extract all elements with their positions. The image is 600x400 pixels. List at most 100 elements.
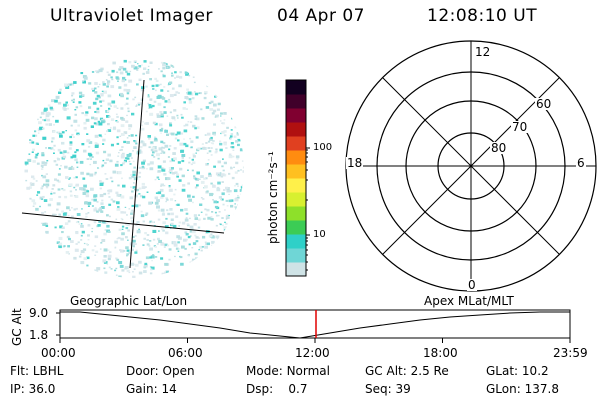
uv-pixel [43, 163, 47, 166]
uv-pixel [125, 102, 129, 105]
uv-pixel [139, 149, 142, 152]
uv-pixel [56, 157, 59, 159]
uv-pixel [45, 147, 47, 149]
uv-pixel [175, 91, 179, 94]
uv-pixel [162, 74, 166, 78]
uv-pixel [140, 140, 144, 143]
uv-pixel [80, 239, 83, 241]
uv-pixel [30, 140, 33, 142]
uv-pixel [188, 74, 191, 77]
uv-pixel [176, 175, 179, 178]
uv-pixel [79, 160, 84, 164]
uv-pixel [119, 149, 122, 151]
uv-pixel [172, 241, 177, 245]
uv-pixel [188, 101, 193, 104]
uv-pixel [161, 97, 166, 100]
uv-pixel [112, 170, 117, 174]
uv-pixel [161, 228, 164, 231]
uv-pixel [230, 142, 234, 145]
uv-pixel [185, 108, 188, 110]
uv-pixel [223, 119, 226, 121]
uv-pixel [100, 105, 103, 107]
uv-pixel [58, 213, 61, 216]
uv-pixel [160, 89, 164, 92]
uv-pixel [74, 129, 78, 132]
uv-pixel [140, 88, 145, 92]
mlt-label-midnight: 0 [467, 278, 477, 292]
status-gain-value: 14 [161, 382, 177, 396]
uv-pixel [99, 194, 104, 198]
altitude-curve [60, 311, 570, 339]
uv-pixel [63, 108, 67, 111]
uv-pixel [79, 95, 83, 98]
uv-pixel [61, 210, 64, 213]
uv-pixel [120, 133, 125, 136]
uv-pixel [208, 234, 213, 238]
uv-pixel [71, 215, 74, 218]
uv-pixel [120, 94, 124, 98]
uv-pixel [210, 154, 213, 156]
uv-pixel [31, 141, 35, 144]
uv-pixel [180, 132, 184, 135]
uv-pixel [188, 157, 191, 159]
uv-pixel [181, 188, 186, 192]
uv-pixel [72, 101, 75, 103]
uv-pixel [118, 228, 122, 231]
uv-pixel [29, 186, 32, 189]
uv-pixel [126, 253, 129, 256]
uv-pixel [177, 117, 179, 119]
uv-pixel [154, 201, 159, 205]
polar-diagonal-line-2 [382, 77, 560, 255]
uv-pixel [220, 112, 223, 115]
uv-pixel [105, 158, 109, 161]
uv-pixel [91, 249, 95, 252]
uv-pixel [142, 195, 146, 199]
uv-pixel [223, 142, 227, 146]
uv-pixel [116, 258, 120, 261]
uv-pixel [189, 261, 192, 264]
uv-pixel [145, 110, 148, 113]
uv-pixel [189, 217, 191, 220]
uv-pixel [192, 195, 195, 198]
mlt-label-noon: 12 [474, 45, 492, 59]
uv-pixel [220, 175, 224, 178]
uv-pixel [150, 268, 153, 271]
uv-pixel [80, 250, 85, 254]
uv-pixel [160, 113, 164, 116]
uv-pixel [53, 192, 56, 195]
uv-pixel [101, 181, 105, 184]
uv-pixel [57, 148, 61, 152]
uv-pixel [42, 222, 46, 226]
uv-pixel [77, 134, 79, 136]
uv-pixel [123, 131, 128, 135]
uv-pixel [163, 86, 166, 88]
uv-pixel [124, 104, 126, 106]
uv-pixel [205, 213, 208, 216]
geographic-latitude-line [21, 212, 225, 234]
uv-pixel [98, 96, 101, 99]
uv-pixel [219, 172, 222, 174]
geographic-meridian-line [129, 79, 145, 269]
uv-pixel [148, 107, 150, 109]
uv-pixel [101, 120, 105, 124]
uv-pixel [63, 245, 66, 247]
uv-pixel [115, 274, 118, 276]
uv-pixel [171, 172, 175, 175]
uv-pixel [85, 194, 90, 198]
uv-pixel [169, 172, 172, 174]
uv-pixel [131, 175, 134, 179]
uv-pixel [173, 243, 178, 247]
uv-pixel [100, 93, 104, 96]
uv-pixel [169, 66, 171, 69]
uv-pixel [206, 85, 209, 88]
uv-pixel [179, 71, 182, 74]
uv-pixel [160, 61, 164, 64]
uv-pixel [61, 188, 64, 190]
colorbar-gradient [286, 80, 306, 277]
uv-pixel [116, 238, 119, 240]
uv-pixel [192, 242, 197, 245]
uv-pixel [228, 193, 230, 195]
uv-pixel [66, 107, 70, 110]
status-door-value: Open [162, 364, 195, 378]
uv-pixel [147, 163, 151, 166]
